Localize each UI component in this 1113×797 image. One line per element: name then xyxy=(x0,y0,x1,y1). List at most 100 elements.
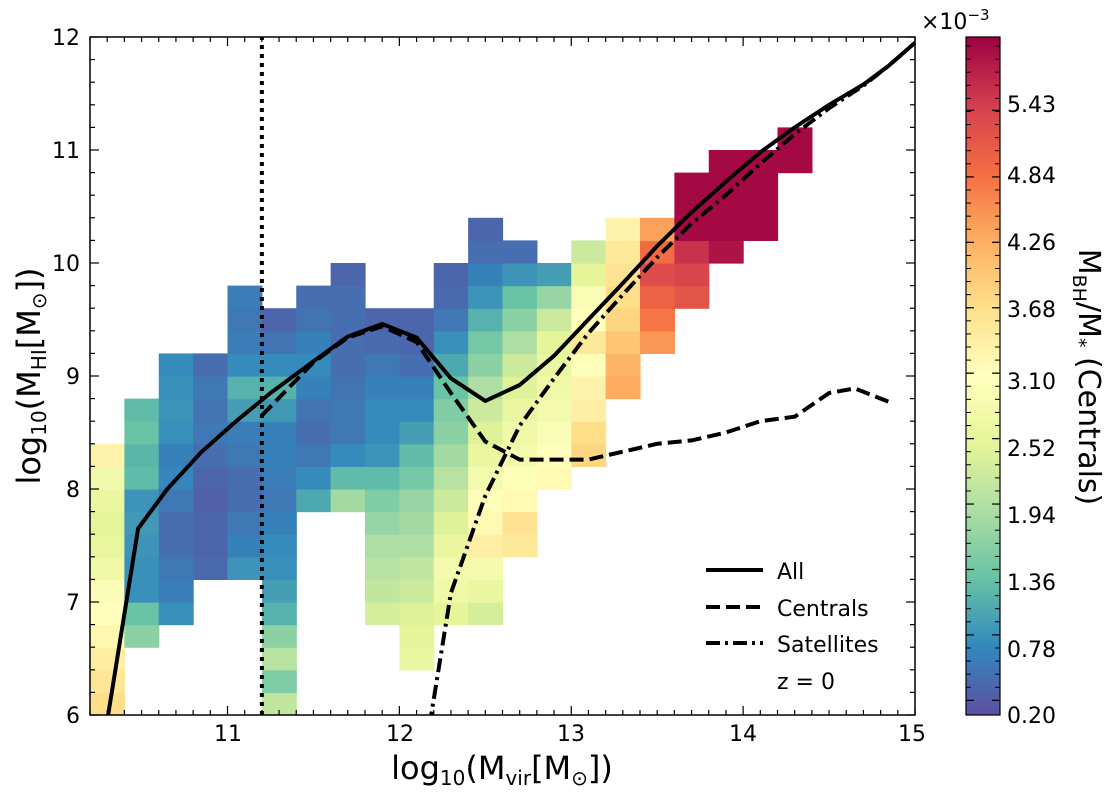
colorbar-tick-label: 5.43 xyxy=(1007,93,1056,118)
colorbar-tick-label: 3.68 xyxy=(1007,298,1056,323)
colorbar-gradient xyxy=(965,36,1001,716)
heatmap-cell xyxy=(227,330,263,354)
heatmap-cell xyxy=(90,489,125,513)
heatmap-cell xyxy=(571,330,607,354)
heatmap-cell xyxy=(158,534,194,558)
heatmap-cell xyxy=(330,376,366,400)
heatmap-cell xyxy=(502,443,538,467)
heatmap-cell xyxy=(468,330,504,354)
heatmap-cell xyxy=(674,263,710,287)
heatmap-cell xyxy=(468,489,504,513)
heatmap-cell xyxy=(227,466,263,490)
heatmap-cell xyxy=(640,217,675,241)
x-tick-label: 13 xyxy=(557,722,585,747)
heatmap-cell xyxy=(296,285,332,309)
heatmap-cell xyxy=(571,421,607,445)
heatmap-cell xyxy=(399,308,435,332)
heatmap-cell xyxy=(261,511,297,535)
heatmap-cell xyxy=(158,353,194,377)
heatmap-cell xyxy=(365,556,400,580)
heatmap-cell xyxy=(433,489,469,513)
heatmap-cell xyxy=(158,376,194,400)
colorbar: 0.20 0.78 1.36 1.94 2.52 3.10 3.68 4.26 … xyxy=(921,6,1106,729)
heatmap-cell xyxy=(433,421,469,445)
heatmap-cell xyxy=(365,443,400,467)
heatmap-cell xyxy=(468,285,504,309)
heatmap-cell xyxy=(536,285,572,309)
heatmap-cell xyxy=(468,398,504,422)
heatmap-cell xyxy=(90,556,125,580)
heatmap-cell xyxy=(502,534,538,558)
heatmap-cell xyxy=(674,240,710,264)
heatmap-cell xyxy=(124,466,160,490)
heatmap-cell xyxy=(365,534,400,558)
heatmap-cell xyxy=(433,285,469,309)
heatmap-cell xyxy=(193,511,229,535)
y-tick-label: 10 xyxy=(52,252,80,277)
heatmap-cell xyxy=(399,624,435,648)
heatmap-cell xyxy=(399,353,435,377)
legend-label-all: All xyxy=(777,560,804,585)
heatmap-cell xyxy=(261,669,297,693)
heatmap-cell xyxy=(399,376,435,400)
heatmap-cell xyxy=(399,602,435,626)
heatmap-cell xyxy=(536,466,572,490)
heatmap-cell xyxy=(261,398,297,422)
heatmap-cell xyxy=(261,330,297,354)
heatmap-cell xyxy=(433,308,469,332)
heatmap-cell xyxy=(261,443,297,467)
heatmap-cell xyxy=(124,443,160,467)
heatmap-cell xyxy=(330,489,366,513)
heatmap-cell xyxy=(502,330,538,354)
heatmap-cell xyxy=(502,240,538,264)
heatmap-cell xyxy=(433,466,469,490)
heatmap-cell xyxy=(399,489,435,513)
heatmap-cell xyxy=(90,579,125,603)
y-axis-label: log10(MHI[M⊙]) xyxy=(10,267,51,484)
heatmap-cell xyxy=(536,353,572,377)
heatmap-cell xyxy=(605,330,641,354)
heatmap-cell xyxy=(330,421,366,445)
heatmap-cell xyxy=(261,692,297,715)
heatmap-cell xyxy=(193,534,229,558)
heatmap-cell xyxy=(90,624,125,648)
heatmap-cell xyxy=(468,579,504,603)
heatmap-cell xyxy=(468,421,504,445)
heatmap-cell xyxy=(502,353,538,377)
heatmap-cell xyxy=(193,466,229,490)
heatmap-cell xyxy=(502,285,538,309)
heatmap-cell xyxy=(227,556,263,580)
heatmap-cell xyxy=(777,150,813,174)
heatmap-cell xyxy=(90,692,125,715)
colorbar-offset: ×10−3 xyxy=(921,6,990,35)
heatmap-cell xyxy=(605,263,641,287)
heatmap-cell xyxy=(468,556,504,580)
heatmap-cell xyxy=(90,511,125,535)
heatmap-cell xyxy=(502,466,538,490)
heatmap-cell xyxy=(708,240,744,264)
series-line-centrals xyxy=(260,324,890,462)
heatmap-cell xyxy=(296,353,332,377)
colorbar-tick-label: 1.36 xyxy=(1007,571,1056,596)
heatmap-cell xyxy=(571,285,607,309)
heatmap-cell xyxy=(365,489,400,513)
heatmap-cell xyxy=(743,172,779,196)
heatmap-cell xyxy=(433,443,469,467)
heatmap-cell xyxy=(296,308,332,332)
heatmap-cell xyxy=(365,376,400,400)
x-tick-labels: 11 12 13 14 15 xyxy=(214,722,926,747)
heatmap-cell xyxy=(90,669,125,693)
heatmap-cell xyxy=(158,511,194,535)
heatmap-cell xyxy=(433,534,469,558)
heatmap-cell xyxy=(261,466,297,490)
heatmap-cell xyxy=(365,466,400,490)
heatmap-cell xyxy=(605,217,641,241)
heatmap-cell xyxy=(261,556,297,580)
heatmap-cell xyxy=(193,376,229,400)
heatmap-cell xyxy=(124,602,160,626)
heatmap-cell xyxy=(536,308,572,332)
heatmap-cell xyxy=(296,421,332,445)
series-line-satellites xyxy=(429,41,915,715)
colorbar-ticks xyxy=(966,45,1000,701)
colorbar-tick-label: 0.20 xyxy=(1007,704,1056,729)
